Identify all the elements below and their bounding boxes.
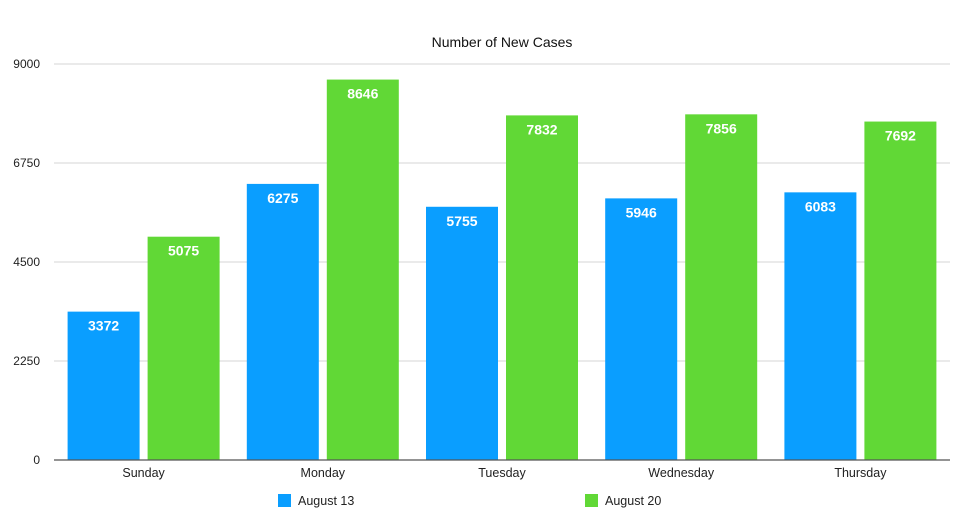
y-tick-label: 6750 [13, 156, 40, 170]
legend-label: August 20 [605, 494, 661, 508]
y-tick-label: 4500 [13, 255, 40, 269]
x-tick-label: Thursday [834, 466, 887, 480]
x-tick-label: Monday [301, 466, 346, 480]
bar [784, 192, 857, 460]
legend-swatch [278, 494, 291, 507]
bar [326, 79, 399, 461]
bar [864, 121, 937, 460]
data-label: 5755 [446, 213, 477, 229]
data-label: 7832 [526, 121, 557, 137]
axis-layer: 0 2250 4500 6750 9000 Sunday Monday Tuesday Wedn… [13, 57, 950, 480]
bar [685, 114, 758, 460]
data-label: 7856 [706, 120, 737, 136]
legend-label: August 13 [298, 494, 354, 508]
y-tick-label: 2250 [13, 354, 40, 368]
bar [426, 206, 498, 460]
legend-swatch [585, 494, 598, 507]
legend: August 13 August 20 [278, 494, 661, 508]
y-tick-label: 9000 [13, 57, 40, 71]
x-tick-label: Sunday [122, 466, 165, 480]
x-tick-label: Tuesday [478, 466, 526, 480]
data-label: 3372 [88, 318, 119, 334]
data-label: 8646 [347, 86, 378, 102]
bar [605, 198, 678, 460]
chart-title: Number of New Cases [432, 34, 573, 50]
data-label: 7692 [885, 128, 916, 144]
data-label: 5946 [626, 204, 657, 220]
bar [246, 183, 319, 460]
bars-layer: 3372 5075 6275 8646 5755 7832 5946 7856 6083 7692 [67, 79, 937, 461]
data-label: 5075 [168, 243, 199, 259]
data-label: 6083 [805, 198, 836, 214]
bar [67, 311, 140, 460]
bar [147, 236, 220, 460]
data-label: 6275 [267, 190, 298, 206]
x-tick-label: Wednesday [648, 466, 715, 480]
bar [506, 115, 578, 460]
y-tick-label: 0 [33, 453, 40, 467]
